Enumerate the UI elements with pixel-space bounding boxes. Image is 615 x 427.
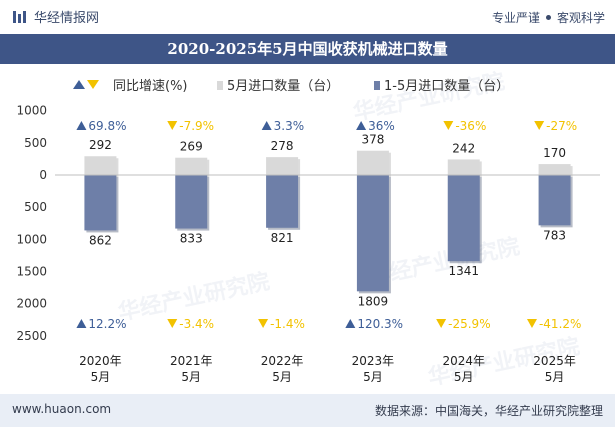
growth-cumulative-down-arrow-icon: [436, 319, 447, 328]
bar-cumulative: [266, 175, 299, 228]
slogan: 专业严谨 客观科学: [492, 9, 605, 26]
slogan-left: 专业严谨: [491, 11, 540, 25]
growth-cumulative-label: 120.3%: [357, 317, 403, 331]
x-tick-label-month: 5月: [181, 370, 201, 384]
bar-cumulative: [447, 175, 480, 262]
y-tick-label: 0: [39, 168, 47, 182]
bar-month: [356, 150, 389, 175]
growth-month-label: 36%: [368, 119, 395, 133]
bar-cumulative-value-label: 833: [180, 232, 203, 246]
y-tick-label: 2000: [16, 297, 47, 311]
growth-cumulative-up-arrow-icon: [76, 319, 87, 328]
x-tick-label-month: 5月: [91, 370, 111, 384]
growth-month-up-arrow-icon: [76, 121, 87, 130]
chart-title: 2020-2025年5月中国收获机械进口数量: [0, 34, 615, 64]
x-tick-label-month: 5月: [272, 370, 292, 384]
watermark-0: 华经产业研究院: [351, 68, 507, 125]
slogan-right: 客观科学: [556, 11, 605, 25]
bar-month-value-label: 378: [361, 133, 384, 147]
top-bar: 华经情报网 专业严谨 客观科学: [0, 0, 615, 34]
bar-cumulative: [538, 175, 571, 226]
y-tick-label: 500: [24, 136, 47, 150]
x-tick-label-year: 2023年: [352, 354, 395, 368]
bullet-dot-icon: [545, 15, 551, 20]
growth-cumulative-down-arrow-icon: [258, 319, 269, 328]
growth-month-label: 3.3%: [274, 119, 305, 133]
x-tick-label-year: 2022年: [261, 354, 304, 368]
growth-month-down-arrow-icon: [534, 121, 545, 130]
bar-cumulative-value-label: 862: [89, 233, 112, 247]
bar-month-value-label: 278: [271, 139, 294, 153]
bar-month-value-label: 242: [452, 141, 475, 155]
x-tick-label-year: 2024年: [442, 354, 485, 368]
growth-cumulative-label: 12.2%: [88, 317, 126, 331]
bar-month-value-label: 170: [543, 146, 566, 160]
bar-month: [538, 164, 571, 175]
growth-month-up-arrow-icon: [261, 121, 272, 130]
bar-cumulative: [356, 175, 389, 292]
growth-month-down-arrow-icon: [167, 121, 178, 130]
legend-cumulative-swatch: [374, 81, 380, 90]
bar-cumulative-value-label: 821: [271, 231, 294, 245]
x-tick-label-month: 5月: [545, 370, 565, 384]
footer-website[interactable]: www.huaon.com: [12, 402, 112, 416]
growth-cumulative-down-arrow-icon: [167, 319, 178, 328]
legend-month-label: 5月进口数量（台）: [227, 79, 339, 94]
bar-month: [266, 157, 299, 175]
y-tick-label: 500: [24, 200, 47, 214]
y-tick-label: 2500: [16, 329, 47, 343]
brand-name: 华经情报网: [34, 11, 100, 26]
x-tick-label-month: 5月: [454, 370, 474, 384]
x-tick-label-month: 5月: [363, 370, 383, 384]
bar-month-value-label: 269: [180, 140, 203, 154]
footer-source: 数据来源：中国海关，华经产业研究院整理: [374, 404, 603, 418]
growth-cumulative-label: -25.9%: [448, 317, 490, 331]
growth-cumulative-label: -41.2%: [539, 317, 581, 331]
legend-month-swatch: [217, 81, 223, 90]
huajing-logo-icon: [13, 10, 26, 23]
bar-month-value-label: 292: [89, 138, 112, 152]
x-tick-label-year: 2020年: [79, 354, 122, 368]
bar-month: [447, 159, 480, 175]
bar-cumulative: [84, 175, 117, 231]
bar-cumulative-value-label: 1341: [448, 264, 479, 278]
growth-month-label: -7.9%: [179, 119, 214, 133]
growth-cumulative-label: -1.4%: [270, 317, 305, 331]
legend-up-triangle-icon: [73, 80, 85, 89]
legend-growth-label: 同比增速(%): [113, 79, 188, 94]
legend-down-triangle-icon: [87, 80, 99, 89]
brand[interactable]: 华经情报网: [12, 7, 99, 26]
bar-month: [175, 157, 208, 175]
growth-cumulative-up-arrow-icon: [345, 319, 356, 328]
growth-month-label: -27%: [546, 119, 577, 133]
growth-month-up-arrow-icon: [356, 121, 367, 130]
footer: www.huaon.com 数据来源：中国海关，华经产业研究院整理: [0, 394, 615, 427]
legend-cumulative-label: 1-5月进口数量（台）: [384, 79, 509, 94]
growth-month-down-arrow-icon: [443, 121, 454, 130]
y-tick-label: 1000: [16, 232, 47, 246]
growth-month-label: -36%: [455, 119, 486, 133]
x-tick-label-year: 2025年: [533, 354, 576, 368]
bar-month: [84, 156, 117, 175]
bar-cumulative-value-label: 1809: [358, 294, 389, 308]
growth-cumulative-label: -3.4%: [179, 317, 214, 331]
growth-cumulative-down-arrow-icon: [526, 319, 537, 328]
y-tick-label: 1500: [16, 264, 47, 278]
bar-cumulative: [175, 175, 208, 229]
x-tick-label-year: 2021年: [170, 354, 213, 368]
y-tick-label: 1000: [16, 104, 47, 118]
growth-month-label: 69.8%: [88, 119, 126, 133]
bar-cumulative-value-label: 783: [543, 228, 566, 242]
